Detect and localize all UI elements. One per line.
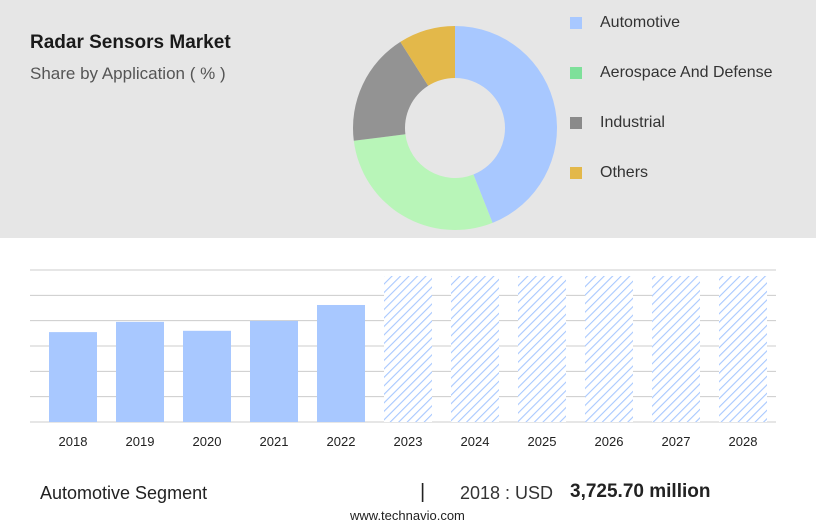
bar-2021: [250, 320, 298, 422]
legend-label-industrial: Industrial: [600, 114, 665, 131]
footer-year: 2018 : USD: [460, 483, 554, 503]
x-tick-label-2020: 2020: [193, 434, 222, 449]
legend-label-others: Others: [600, 164, 649, 181]
x-tick-label-2022: 2022: [327, 434, 356, 449]
footer-value: 3,725.70 million: [570, 481, 711, 502]
forecast-bar-2026: [585, 276, 633, 422]
bar-2020: [183, 330, 231, 422]
x-tick-label-2028: 2028: [729, 434, 758, 449]
legend-swatch-industrial: [570, 117, 582, 129]
segment-label: Automotive Segment: [40, 483, 208, 503]
legend-label-aerospace: Aerospace And Defense: [600, 64, 773, 81]
chart-subtitle: Share by Application ( % ): [30, 64, 226, 83]
bar-2019: [116, 321, 164, 422]
legend-item-industrial: Industrial: [570, 114, 665, 132]
bar-2018: [49, 332, 97, 422]
legend-item-others: Others: [570, 164, 648, 182]
donut-slice-automotive: [455, 26, 557, 223]
legend-swatch-automotive: [570, 17, 582, 29]
legend-item-automotive: Automotive: [570, 14, 680, 32]
donut-slice-aerospace-and-defense: [353, 134, 493, 230]
bar-chart: 2018 2019 2020 2021 2022 2023 2024 2025 2026 2027…: [30, 269, 776, 449]
x-tick-label-2019: 2019: [126, 434, 155, 449]
source-url: www.technavio.com: [350, 508, 465, 523]
x-tick-label-2024: 2024: [461, 434, 490, 449]
x-tick-label-2021: 2021: [260, 434, 289, 449]
donut-chart: [353, 26, 557, 230]
donut-slice-industrial: [353, 41, 429, 141]
bar-2022: [317, 304, 365, 422]
legend-item-aerospace: Aerospace And Defense: [570, 64, 773, 82]
forecast-bar-2028: [719, 276, 767, 422]
chart-title: Radar Sensors Market: [30, 32, 231, 53]
footer-divider: |: [420, 481, 426, 503]
x-tick-label-2025: 2025: [528, 434, 557, 449]
forecast-bar-2027: [652, 276, 700, 422]
legend-swatch-others: [570, 167, 582, 179]
x-tick-label-2026: 2026: [595, 434, 624, 449]
x-tick-label-2018: 2018: [59, 434, 88, 449]
x-tick-label-2023: 2023: [394, 434, 423, 449]
legend-swatch-aerospace: [570, 67, 582, 79]
forecast-bar-2025: [518, 276, 566, 422]
forecast-bar-2024: [451, 276, 499, 422]
forecast-bar-2023: [384, 276, 432, 422]
legend-label-automotive: Automotive: [600, 14, 681, 31]
donut-slice-others: [400, 26, 455, 86]
x-tick-label-2027: 2027: [662, 434, 691, 449]
